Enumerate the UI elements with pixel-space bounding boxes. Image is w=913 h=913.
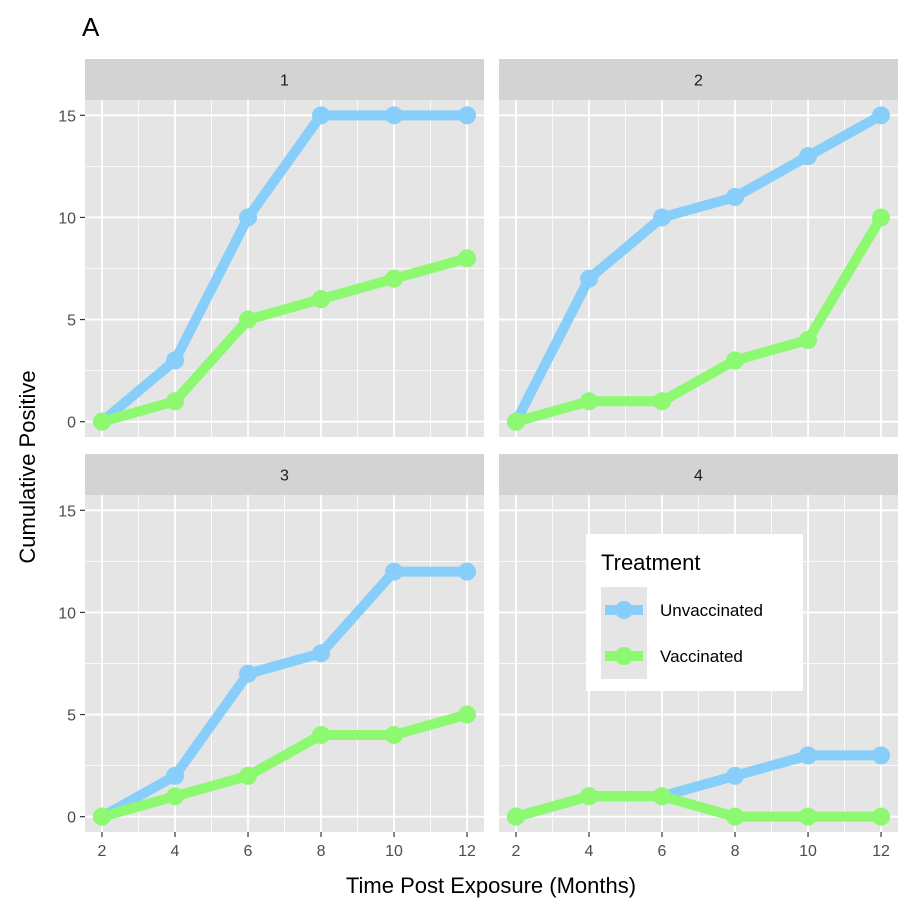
data-point-unvaccinated [799, 746, 818, 765]
facet-panels: 1 2 3 4 [85, 59, 898, 832]
x-axis-title: Time Post Exposure (Months) [346, 873, 636, 898]
data-point-vaccinated [165, 787, 184, 806]
series-line-unvaccinated [99, 566, 468, 822]
data-point-vaccinated [653, 787, 672, 806]
legend-key-point [615, 601, 633, 619]
y-tick-label: 0 [67, 810, 76, 827]
data-point-vaccinated [579, 787, 598, 806]
data-point-vaccinated [92, 807, 111, 826]
series-line-vaccinated [100, 253, 469, 427]
series-line-vaccinated [514, 214, 886, 427]
x-tick-label: 2 [512, 843, 521, 860]
legend-title: Treatment [601, 550, 700, 575]
data-point-unvaccinated [239, 208, 258, 227]
data-point-vaccinated [92, 412, 111, 431]
x-tick-label: 6 [244, 843, 253, 860]
facet-panel-1: 1 [85, 59, 484, 437]
x-tick-label: 12 [872, 843, 890, 860]
facet-strip [85, 59, 484, 100]
data-point-vaccinated [312, 290, 331, 309]
x-tick-label: 8 [731, 843, 740, 860]
y-tick-label: 5 [67, 708, 76, 725]
x-tick-label: 2 [98, 843, 107, 860]
facet-panel-3: 3 [85, 454, 484, 832]
y-tick-label: 15 [58, 108, 76, 125]
x-tick-label: 4 [171, 843, 180, 860]
data-point-vaccinated [799, 330, 818, 349]
data-point-vaccinated [872, 208, 891, 227]
facet-strip-label: 3 [280, 468, 289, 485]
x-tick-label: 12 [458, 843, 476, 860]
data-point-vaccinated [653, 392, 672, 411]
data-point-unvaccinated [385, 106, 404, 125]
facet-strip-label: 2 [694, 73, 703, 90]
data-point-unvaccinated [579, 269, 598, 288]
facet-strip-label: 1 [280, 73, 289, 90]
x-tick-label: 6 [658, 843, 667, 860]
x-tick-label: 8 [317, 843, 326, 860]
y-tick-label: 5 [67, 313, 76, 330]
y-tick-label: 10 [58, 210, 76, 227]
legend-key-point [615, 647, 633, 665]
series-line-vaccinated [100, 709, 469, 822]
data-point-vaccinated [872, 807, 891, 826]
legend-item-label: Unvaccinated [660, 601, 763, 620]
data-point-unvaccinated [312, 644, 331, 663]
data-point-unvaccinated [653, 208, 672, 227]
legend: Treatment Unvaccinated Vaccinated [586, 534, 803, 691]
data-point-vaccinated [385, 269, 404, 288]
figure-tag: A [82, 12, 100, 42]
series-line-unvaccinated [98, 110, 468, 426]
data-point-unvaccinated [385, 562, 404, 581]
data-point-unvaccinated [312, 106, 331, 125]
data-point-unvaccinated [799, 147, 818, 166]
facet-strip [499, 454, 898, 495]
data-point-vaccinated [799, 807, 818, 826]
facet-strip [85, 454, 484, 495]
data-point-unvaccinated [165, 766, 184, 785]
x-tick-label: 10 [385, 843, 403, 860]
y-axis-title: Cumulative Positive [15, 370, 40, 563]
data-point-vaccinated [385, 725, 404, 744]
x-tick-label: 4 [585, 843, 594, 860]
axes: 0 5 10 15 0 5 10 15 2 4 6 8 10 12 2 4 6 8 10 12 [58, 108, 890, 860]
data-point-vaccinated [239, 310, 258, 329]
data-point-unvaccinated [872, 746, 891, 765]
data-point-vaccinated [312, 725, 331, 744]
data-point-vaccinated [458, 249, 477, 268]
data-point-vaccinated [726, 351, 745, 370]
facet-strip-label: 4 [694, 468, 703, 485]
data-point-unvaccinated [458, 562, 477, 581]
data-point-unvaccinated [726, 766, 745, 785]
facet-strip [499, 59, 898, 100]
y-tick-label: 15 [58, 503, 76, 520]
data-point-vaccinated [239, 766, 258, 785]
legend-item-label: Vaccinated [660, 647, 743, 666]
x-tick-label: 10 [799, 843, 817, 860]
series-line-vaccinated [514, 791, 882, 822]
facet-panel-2: 2 [499, 59, 898, 437]
series-line-unvaccinated [511, 110, 884, 424]
legend-items: Unvaccinated Vaccinated [601, 587, 763, 679]
data-point-unvaccinated [872, 106, 891, 125]
data-point-unvaccinated [165, 351, 184, 370]
data-point-vaccinated [579, 392, 598, 411]
data-point-vaccinated [458, 705, 477, 724]
y-tick-label: 10 [58, 605, 76, 622]
data-point-vaccinated [506, 412, 525, 431]
data-point-unvaccinated [239, 664, 258, 683]
data-point-vaccinated [506, 807, 525, 826]
data-point-unvaccinated [726, 188, 745, 207]
y-tick-label: 0 [67, 415, 76, 432]
data-point-vaccinated [726, 807, 745, 826]
data-point-unvaccinated [458, 106, 477, 125]
data-point-vaccinated [165, 392, 184, 411]
